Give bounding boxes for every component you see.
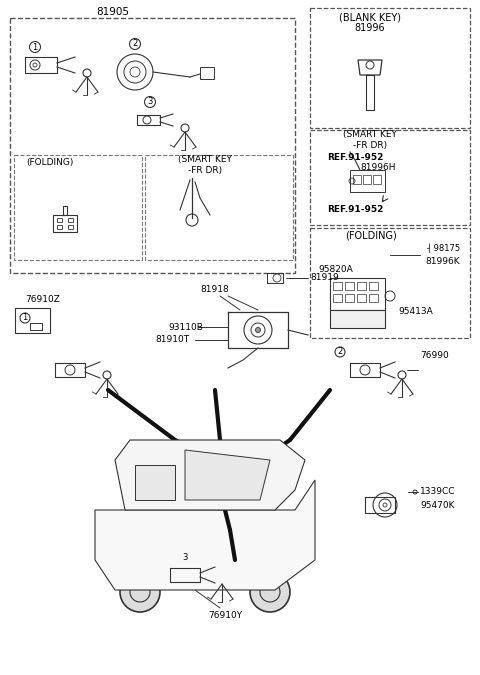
Bar [310,130,470,225]
Text: 2: 2 [337,348,343,356]
Bar [200,67,214,79]
Circle shape [217,457,223,463]
Bar [310,8,470,128]
Text: 3: 3 [147,97,153,107]
Text: 3: 3 [182,553,188,562]
Bar [357,294,366,302]
Bar [145,155,293,260]
Circle shape [255,327,261,333]
Text: 76910Z: 76910Z [25,296,60,304]
Bar [14,155,142,260]
Bar [369,282,378,290]
Bar [330,278,385,310]
Text: 81918: 81918 [200,286,229,294]
Bar [345,282,354,290]
Text: 1339CC: 1339CC [420,487,456,497]
Circle shape [250,572,290,612]
Text: 95413A: 95413A [398,308,433,317]
Bar [373,175,381,184]
Bar [333,282,342,290]
Bar [57,225,62,229]
Bar [363,175,371,184]
Text: (FOLDING): (FOLDING) [26,157,74,167]
Bar [53,215,77,232]
Text: 81919: 81919 [310,273,339,283]
Text: 76910Y: 76910Y [208,610,242,620]
Text: (SMART KEY
-FR DR): (SMART KEY -FR DR) [343,130,397,150]
Polygon shape [115,440,305,510]
Bar [57,218,62,221]
Bar [15,308,50,333]
Bar [353,175,361,184]
Polygon shape [135,465,175,500]
Bar [330,310,385,328]
Bar [310,228,470,338]
Bar [369,294,378,302]
Circle shape [207,457,213,463]
Text: 2: 2 [132,40,138,49]
Text: (BLANK KEY): (BLANK KEY) [339,13,401,23]
Text: 81996H: 81996H [360,163,396,173]
Bar [10,18,295,273]
Polygon shape [95,480,315,590]
Bar [350,170,385,192]
Text: REF.91-952: REF.91-952 [327,153,383,163]
Text: (SMART KEY
-FR DR): (SMART KEY -FR DR) [178,155,232,175]
Text: 81905: 81905 [96,7,130,17]
Bar [357,282,366,290]
Text: 95470K: 95470K [420,500,455,510]
Text: 1: 1 [23,313,28,323]
Bar [68,225,72,229]
Text: 76990: 76990 [420,352,449,360]
Bar [333,294,342,302]
Bar [68,218,72,221]
Text: 95820A: 95820A [318,265,353,275]
Text: 1: 1 [32,43,37,51]
Circle shape [120,572,160,612]
Bar [345,294,354,302]
Text: 93110B: 93110B [168,323,203,331]
Text: ┤ 98175: ┤ 98175 [426,243,460,252]
Text: REF.91-952: REF.91-952 [327,205,383,215]
Text: 81910T: 81910T [155,335,189,344]
Text: 81996: 81996 [355,23,385,33]
Text: (FOLDING): (FOLDING) [345,231,397,241]
Text: 81996K: 81996K [425,257,460,267]
Polygon shape [185,450,270,500]
